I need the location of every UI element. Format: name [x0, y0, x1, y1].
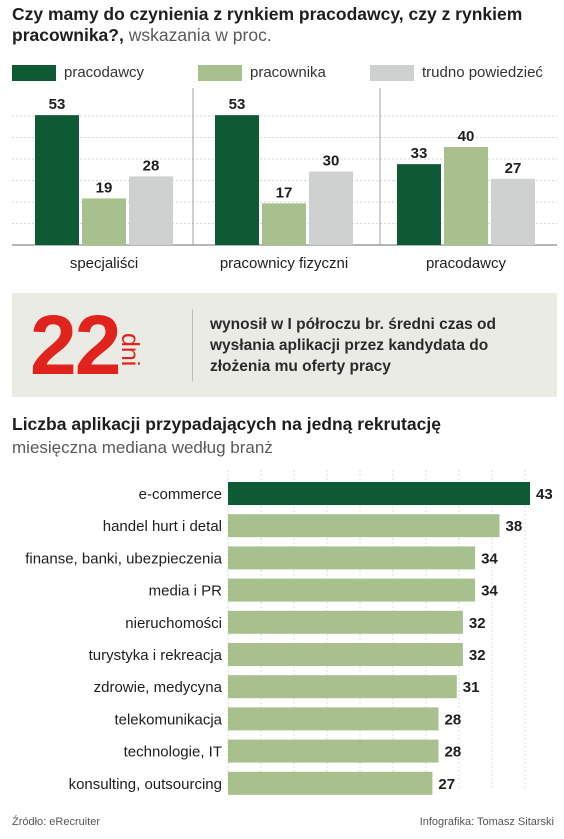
bar-specjalisci-pracodawcy — [35, 115, 79, 246]
bar-pracownicy-fizyczni-trudno-powiedziec — [309, 171, 353, 245]
bar-pracownicy-fizyczni-pracodawcy — [215, 115, 259, 246]
bar-value-label: 30 — [323, 153, 340, 170]
bar-specjalisci-pracownika — [82, 198, 126, 245]
bar-value-label: 33 — [411, 145, 428, 162]
bar-pracownicy-fizyczni-pracownika — [262, 203, 306, 245]
chart1-title-main: Czy mamy do czynienia z rynkiem pracodaw… — [12, 4, 523, 45]
legend-label-pracodawcy: pracodawcy — [64, 64, 145, 81]
footer-credit: Infografika: Tomasz Sitarski — [419, 816, 554, 828]
chart2-subtitle: miesięczna mediana według branż — [12, 438, 273, 457]
bar-value-label: 53 — [229, 96, 246, 113]
hbar-label-finanse-banki-ubezpieczenia: finanse, banki, ubezpieczenia — [25, 550, 222, 567]
chart1-plot: 53 19 28 specjaliści 53 17 30 pracownicy fizycz… — [12, 88, 557, 272]
chart1-title: Czy mamy do czynienia z rynkiem pracodaw… — [12, 4, 557, 46]
category-label-pracownicy-fizyczni: pracownicy fizyczni — [220, 255, 348, 272]
legend-label-trudno-powiedziec: trudno powiedzieć — [422, 64, 543, 81]
hbar-label-turystyka-i-rekreacja: turystyka i rekreacja — [89, 647, 223, 664]
hbar-label-nieruchomosci: nieruchomości — [125, 615, 222, 632]
hbar-telekomunikacja — [228, 707, 439, 731]
chart1-legend: pracodawcy pracownika trudno powiedzieć — [12, 64, 557, 82]
hbar-value-label: 32 — [469, 615, 486, 632]
hbar-value-label: 31 — [463, 679, 480, 696]
stat-unit: dni — [116, 333, 144, 367]
hbar-value-label: 38 — [506, 518, 523, 535]
legend-swatch-trudno-powiedziec — [370, 64, 414, 81]
category-label-pracodawcy: pracodawcy — [426, 255, 507, 272]
bar-value-label: 40 — [458, 128, 475, 145]
category-label-specjalisci: specjaliści — [70, 255, 138, 272]
hbar-value-label: 27 — [438, 776, 455, 793]
legend-label-pracownika: pracownika — [250, 64, 326, 81]
bar-value-label: 17 — [276, 184, 293, 201]
legend-item-pracodawcy: pracodawcy — [12, 64, 144, 81]
hbar-value-label: 28 — [445, 711, 462, 728]
bar-value-label: 28 — [143, 157, 160, 174]
bar-pracodawcy-pracodawcy — [397, 164, 441, 245]
hbar-label-telekomunikacja: telekomunikacja — [114, 711, 222, 728]
hbar-nieruchomosci — [228, 610, 463, 634]
stat-divider — [192, 309, 193, 381]
hbar-media-i-pr — [228, 578, 476, 602]
hbar-label-konsulting-outsourcing: konsulting, outsourcing — [69, 776, 222, 793]
chart1-subtitle: wskazania w proc. — [128, 25, 272, 45]
hbar-turystyka-i-rekreacja — [228, 643, 463, 666]
chart2-title: Liczba aplikacji przypadających na jedną… — [12, 414, 441, 434]
stat-number: 22 — [30, 298, 121, 392]
hbar-zdrowie-medycyna — [228, 675, 457, 699]
hbar-value-label: 34 — [481, 550, 498, 567]
hbar-label-zdrowie-medycyna: zdrowie, medycyna — [94, 679, 223, 696]
legend-item-pracownika: pracownika — [198, 64, 326, 81]
stat-box: 22 dni wynosił w I półroczu br. średni c… — [12, 293, 557, 397]
hbar-value-label: 34 — [481, 583, 498, 600]
bar-value-label: 27 — [505, 160, 522, 177]
hbar-e-commerce — [228, 482, 530, 505]
stat-text: wynosił w I półroczu br. średni czas od … — [210, 316, 496, 375]
bar-pracodawcy-pracownika — [444, 147, 488, 245]
hbar-label-handel-hurt-i-detal: handel hurt i detal — [103, 518, 222, 535]
bar-pracodawcy-trudno-powiedziec — [491, 178, 535, 245]
bar-specjalisci-trudno-powiedziec — [129, 176, 173, 245]
bar-value-label: 19 — [96, 179, 113, 196]
hbar-handel-hurt-i-detal — [228, 514, 500, 538]
hbar-technologie-it — [228, 739, 439, 763]
hbar-value-label: 32 — [469, 647, 486, 664]
hbar-label-media-i-pr: media i PR — [149, 583, 223, 600]
hbar-label-e-commerce: e-commerce — [139, 486, 222, 503]
hbar-value-label: 28 — [445, 744, 462, 761]
hbar-finanse-banki-ubezpieczenia — [228, 546, 476, 570]
hbar-value-label: 43 — [536, 486, 553, 503]
chart2-plot: e-commerce 43 handel hurt i detal 38 finanse… — [25, 470, 558, 795]
legend-swatch-pracodawcy — [12, 64, 56, 81]
legend-swatch-pracownika — [198, 64, 242, 81]
hbar-konsulting-outsourcing — [228, 771, 433, 795]
hbar-label-technologie-it: technologie, IT — [124, 744, 222, 761]
footer-source: Źródło: eRecruiter — [12, 816, 101, 828]
bar-value-label: 53 — [49, 96, 66, 113]
legend-item-trudno-powiedziec: trudno powiedzieć — [370, 64, 543, 81]
